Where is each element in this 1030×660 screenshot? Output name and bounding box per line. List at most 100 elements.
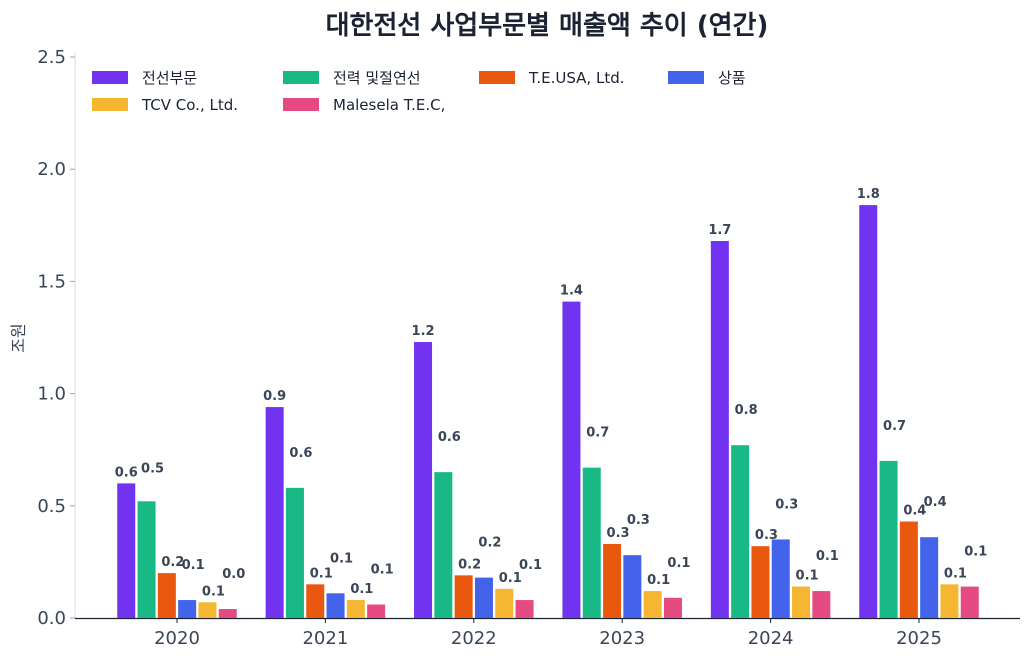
bar xyxy=(198,602,217,618)
bar xyxy=(137,501,156,618)
bar xyxy=(859,205,878,618)
bar xyxy=(285,487,304,618)
bar xyxy=(792,586,811,618)
data-label: 0.1 xyxy=(202,584,225,599)
data-label: 1.2 xyxy=(412,324,435,339)
data-label: 0.1 xyxy=(519,558,542,573)
data-label: 0.1 xyxy=(964,545,987,560)
bar xyxy=(346,600,365,618)
data-label: 0.4 xyxy=(903,504,926,519)
bar xyxy=(940,584,959,618)
y-tick-label: 1.0 xyxy=(37,384,66,405)
bar xyxy=(920,537,939,618)
bars xyxy=(117,205,979,618)
data-label: 0.2 xyxy=(478,536,501,551)
bar xyxy=(663,597,682,618)
x-tick-label: 2020 xyxy=(154,628,200,649)
bar xyxy=(306,584,325,618)
bar xyxy=(218,609,237,618)
x-ticks: 2020 2021 2022 2023 2024 2025 xyxy=(154,618,942,649)
data-label: 0.3 xyxy=(755,528,778,543)
legend-swatch xyxy=(479,71,515,84)
data-label: 0.1 xyxy=(499,571,522,586)
data-label: 0.7 xyxy=(586,426,609,441)
legend-entry: 전선부문 xyxy=(142,69,197,87)
data-label: 1.7 xyxy=(708,223,731,238)
data-label: 1.8 xyxy=(857,187,880,202)
data-label: 0.4 xyxy=(924,495,947,510)
data-label: 0.6 xyxy=(438,430,461,445)
bar xyxy=(562,301,581,618)
bar xyxy=(603,543,622,618)
bar xyxy=(623,555,642,618)
data-label: 0.2 xyxy=(161,555,184,570)
data-label: 0.8 xyxy=(735,403,758,418)
x-tick-label: 2025 xyxy=(896,628,942,649)
data-labels: 0.6 0.50.20.10.10.00.90.60.10.10.10.11.20… xyxy=(115,187,988,599)
data-label: 0.1 xyxy=(944,566,967,581)
data-label: 0.6 xyxy=(115,465,138,480)
legend-entry: 상품 xyxy=(718,69,746,87)
bar xyxy=(879,460,898,618)
x-tick-label: 2023 xyxy=(599,628,645,649)
data-label: 0.1 xyxy=(182,558,205,573)
legend-entry: 전력 및절연선 xyxy=(333,69,421,87)
bar xyxy=(178,600,197,618)
x-tick-label: 2021 xyxy=(302,628,348,649)
legend-swatch xyxy=(92,71,128,84)
data-label: 0.1 xyxy=(796,569,819,584)
bar xyxy=(157,573,176,618)
x-tick-label: 2024 xyxy=(748,628,794,649)
data-label: 0.2 xyxy=(458,557,481,572)
bar xyxy=(367,604,386,618)
bar xyxy=(899,521,918,618)
bar xyxy=(771,539,790,618)
data-label: 1.4 xyxy=(560,284,583,299)
data-label: 0.1 xyxy=(667,556,690,571)
y-tick-label: 2.0 xyxy=(37,159,66,180)
bar xyxy=(265,407,284,618)
legend-entry: Malesela T.E.C, xyxy=(333,96,445,114)
data-label: 0.1 xyxy=(816,549,839,564)
bar xyxy=(960,586,979,618)
data-label: 0.1 xyxy=(310,566,333,581)
bar xyxy=(812,591,831,618)
bar xyxy=(582,467,601,618)
data-label: 0.1 xyxy=(350,582,373,597)
bar xyxy=(643,591,662,618)
x-tick-label: 2022 xyxy=(451,628,497,649)
y-tick-label: 0.5 xyxy=(37,496,66,517)
data-label: 0.3 xyxy=(627,513,650,528)
data-label: 0.3 xyxy=(607,526,630,541)
y-tick-label: 0.0 xyxy=(37,608,66,629)
bar xyxy=(751,546,770,618)
legend-entry: T.E.USA, Ltd. xyxy=(528,69,625,87)
data-label: 0.5 xyxy=(141,461,164,476)
legend-entry: TCV Co., Ltd. xyxy=(141,96,238,114)
data-label: 0.3 xyxy=(775,497,798,512)
data-label: 0.1 xyxy=(371,563,394,578)
bar xyxy=(710,241,729,618)
data-label: 0.9 xyxy=(263,389,286,404)
data-label: 0.1 xyxy=(647,573,670,588)
bar xyxy=(495,588,514,618)
bar xyxy=(434,472,453,618)
y-axis-label: 조원 xyxy=(9,323,28,352)
bar xyxy=(454,575,473,618)
chart-title: 대한전선 사업부문별 매출액 추이 (연간) xyxy=(326,11,769,41)
legend-swatch xyxy=(283,98,319,111)
y-ticks: 0.0 0.5 1.0 1.5 2.0 2.5 xyxy=(37,47,75,629)
data-label: 0.7 xyxy=(883,419,906,434)
bar xyxy=(474,577,493,618)
bar xyxy=(731,445,750,618)
y-tick-label: 2.5 xyxy=(37,47,66,68)
legend-swatch xyxy=(92,98,128,111)
legend-swatch xyxy=(668,71,704,84)
bar xyxy=(515,600,534,618)
bar xyxy=(326,593,345,618)
y-tick-label: 1.5 xyxy=(37,271,66,292)
bar xyxy=(117,483,136,618)
data-label: 0.6 xyxy=(289,446,312,461)
legend: 전선부문 전력 및절연선 T.E.USA, Ltd. 상품 TCV Co., Ltd. M… xyxy=(92,69,746,114)
